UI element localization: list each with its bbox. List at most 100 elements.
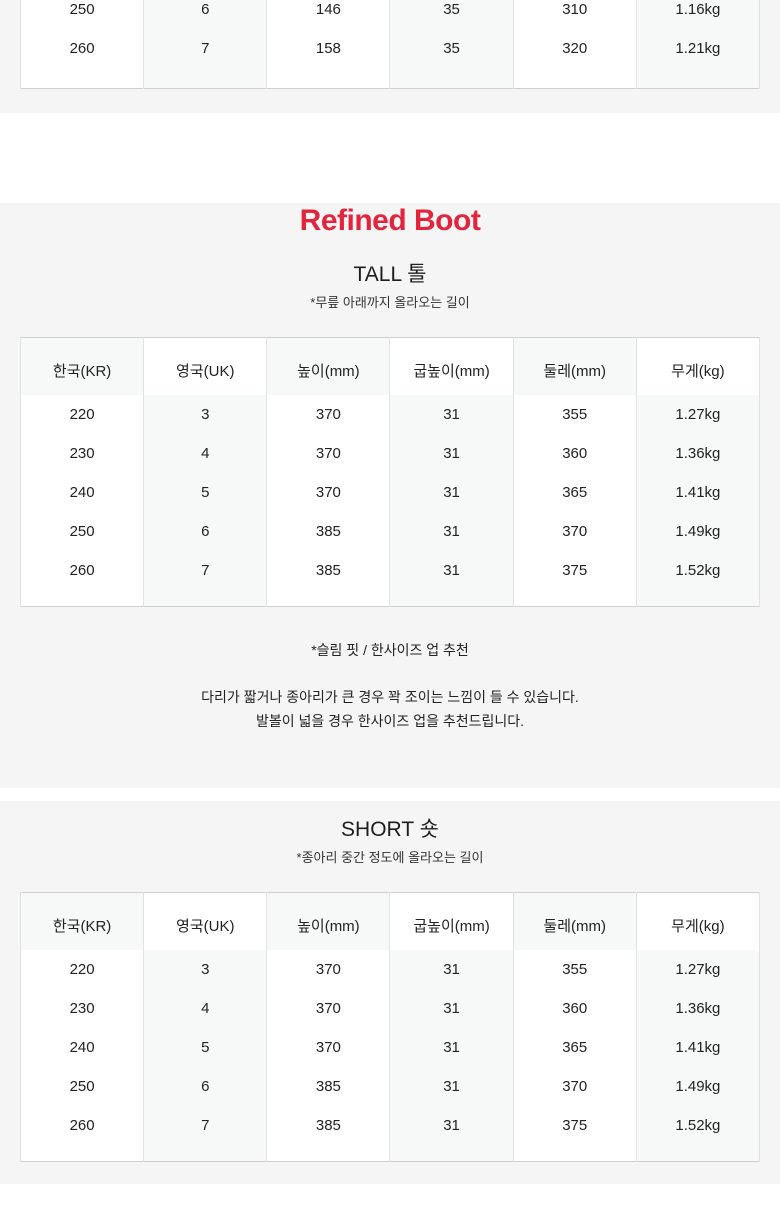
size-table-partial: 250 6 146 35 310 1.16kg 260 7 158 35 320 [19,0,761,89]
cell-weight: 1.27kg [635,394,761,434]
cell-kr: 250 [19,511,145,551]
cell-weight: 1.52kg [635,1105,761,1145]
cell-uk: 7 [143,550,268,590]
cell-height: 385 [266,550,391,590]
cell-uk: 5 [143,472,268,512]
cell-uk: 7 [143,1105,268,1145]
column-header: 둘레(mm) [512,337,637,395]
cell-uk: 6 [143,1066,268,1106]
cell-uk: 7 [143,29,268,68]
cell-weight: 1.41kg [635,472,761,512]
cell-weight: 1.36kg [635,433,761,473]
cell-uk: 5 [143,1027,268,1067]
fit-description-line: 발볼이 넓을 경우 한사이즈 업을 추천드립니다. [255,713,525,729]
cell-uk: 4 [143,433,268,473]
tall-heading: TALL 톨 [353,263,427,286]
cell-uk: 3 [143,949,268,989]
cell-circumference: 370 [512,511,637,551]
cell-circumference: 360 [512,988,637,1028]
cell-heel: 31 [389,949,514,989]
cell-kr: 220 [19,394,145,434]
table-spacer-row [19,589,761,607]
tall-size-section: Refined Boot TALL 톨 *무릎 아래까지 올라오는 길이 한국(… [0,203,780,788]
cell-height: 370 [266,1027,391,1067]
cell-circumference: 375 [512,550,637,590]
table-row: 260 7 385 31 375 1.52kg [19,1105,761,1145]
cell-weight: 1.16kg [635,0,761,29]
cell-heel: 31 [389,472,514,512]
cell-height: 370 [266,949,391,989]
column-header: 영국(UK) [143,892,268,950]
table-row: 260 7 385 31 375 1.52kg [19,550,761,590]
cell-heel: 31 [389,1105,514,1145]
table-row: 230 4 370 31 360 1.36kg [19,433,761,473]
product-title: Refined Boot [299,204,481,237]
section-divider [0,113,780,180]
cell-kr: 240 [19,1027,145,1067]
cell-kr: 240 [19,472,145,512]
cell-heel: 35 [389,29,514,68]
cell-heel: 31 [389,988,514,1028]
cell-height: 385 [266,1105,391,1145]
cell-height: 370 [266,472,391,512]
cell-circumference: 370 [512,1066,637,1106]
table-header-row: 한국(KR) 영국(UK) 높이(mm) 굽높이(mm) 둘레(mm) 무게(k… [19,892,761,950]
table-row: 250 6 146 35 310 1.16kg [19,0,761,29]
cell-uk: 6 [143,511,268,551]
cell-uk: 6 [143,0,268,29]
cell-height: 370 [266,394,391,434]
cell-kr: 260 [19,29,145,68]
cell-heel: 31 [389,1027,514,1067]
cell-circumference: 365 [512,1027,637,1067]
page-bottom-whitespace [0,1184,780,1206]
cell-heel: 31 [389,550,514,590]
cell-circumference: 365 [512,472,637,512]
column-header: 둘레(mm) [512,892,637,950]
cell-weight: 1.21kg [635,29,761,68]
size-table-short: 한국(KR) 영국(UK) 높이(mm) 굽높이(mm) 둘레(mm) 무게(k… [19,892,761,1162]
short-size-section: SHORT 숏 *종아리 중간 정도에 올라오는 길이 한국(KR) 영국(UK… [0,801,780,1184]
cell-kr: 250 [19,0,145,29]
section-divider [0,788,780,801]
table-spacer-row [19,1144,761,1162]
cell-uk: 3 [143,394,268,434]
short-heading: SHORT 숏 [341,818,439,841]
cell-kr: 220 [19,949,145,989]
column-header: 굽높이(mm) [389,892,514,950]
column-header: 영국(UK) [143,337,268,395]
table-row: 220 3 370 31 355 1.27kg [19,949,761,989]
column-header: 무게(kg) [635,892,761,950]
table-row: 240 5 370 31 365 1.41kg [19,472,761,512]
fit-description: 다리가 짧거나 종아리가 큰 경우 꽉 조이는 느낌이 들 수 있습니다. 발볼… [0,685,780,733]
cell-weight: 1.27kg [635,949,761,989]
column-header: 굽높이(mm) [389,337,514,395]
previous-size-section: 250 6 146 35 310 1.16kg 260 7 158 35 320 [0,0,780,113]
cell-circumference: 320 [512,29,637,68]
cell-circumference: 375 [512,1105,637,1145]
column-header: 한국(KR) [19,892,145,950]
cell-heel: 31 [389,433,514,473]
cell-circumference: 360 [512,433,637,473]
table-row: 260 7 158 35 320 1.21kg [19,29,761,68]
cell-height: 370 [266,988,391,1028]
cell-kr: 230 [19,988,145,1028]
table-spacer-row [19,68,761,88]
table-header-row: 한국(KR) 영국(UK) 높이(mm) 굽높이(mm) 둘레(mm) 무게(k… [19,337,761,395]
cell-heel: 31 [389,511,514,551]
cell-kr: 260 [19,1105,145,1145]
size-table-tall: 한국(KR) 영국(UK) 높이(mm) 굽높이(mm) 둘레(mm) 무게(k… [19,337,761,607]
cell-circumference: 355 [512,394,637,434]
cell-kr: 250 [19,1066,145,1106]
cell-weight: 1.49kg [635,511,761,551]
cell-height: 370 [266,433,391,473]
table-row: 250 6 385 31 370 1.49kg [19,1066,761,1106]
cell-circumference: 310 [512,0,637,29]
table-row: 220 3 370 31 355 1.27kg [19,394,761,434]
column-header: 높이(mm) [266,892,391,950]
cell-height: 385 [266,511,391,551]
cell-height: 158 [266,29,391,68]
column-header: 무게(kg) [635,337,761,395]
column-header: 한국(KR) [19,337,145,395]
fit-note: *슬림 핏 / 한사이즈 업 추천 [311,642,469,658]
